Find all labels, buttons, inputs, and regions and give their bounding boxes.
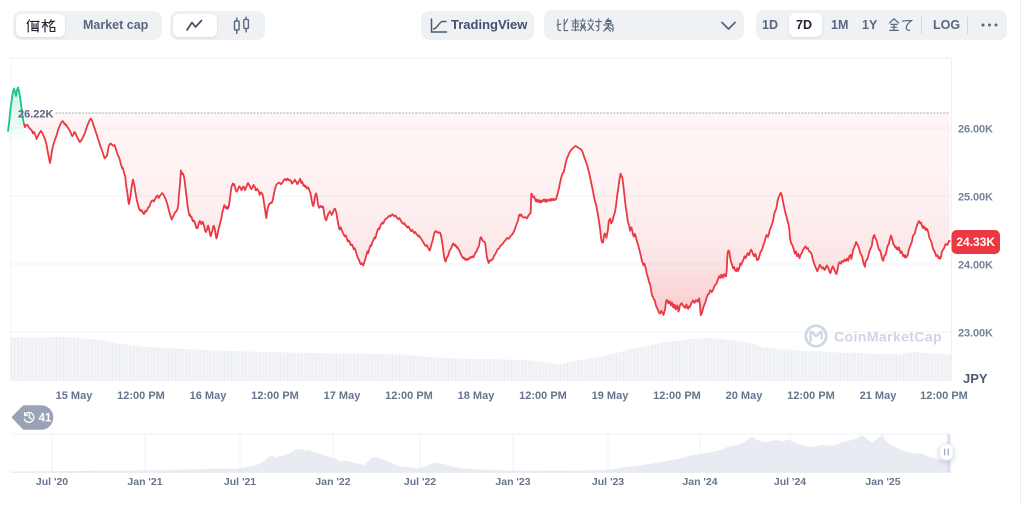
svg-text:24.33K: 24.33K: [956, 235, 995, 249]
svg-text:12:00 PM: 12:00 PM: [920, 390, 968, 402]
svg-text:16 May: 16 May: [190, 390, 228, 402]
svg-text:12:00 PM: 12:00 PM: [117, 390, 165, 402]
svg-text:15 May: 15 May: [56, 390, 94, 402]
svg-text:Jan '21: Jan '21: [127, 476, 162, 488]
svg-text:Jan '22: Jan '22: [315, 476, 350, 488]
svg-text:17 May: 17 May: [324, 390, 362, 402]
svg-text:41: 41: [39, 413, 52, 425]
svg-text:26.00K: 26.00K: [958, 124, 993, 136]
svg-text:Jul '20: Jul '20: [36, 476, 68, 488]
svg-text:19 May: 19 May: [592, 390, 630, 402]
svg-text:24.00K: 24.00K: [958, 260, 993, 272]
svg-text:Jul '23: Jul '23: [592, 476, 624, 488]
svg-text:JPY: JPY: [963, 371, 988, 386]
svg-text:23.00K: 23.00K: [958, 328, 993, 340]
svg-text:21 May: 21 May: [860, 390, 898, 402]
svg-text:12:00 PM: 12:00 PM: [385, 390, 433, 402]
svg-text:Jul '22: Jul '22: [404, 476, 436, 488]
svg-text:12:00 PM: 12:00 PM: [653, 390, 701, 402]
svg-text:12:00 PM: 12:00 PM: [519, 390, 567, 402]
svg-text:Jan '23: Jan '23: [495, 476, 530, 488]
svg-text:26.22K: 26.22K: [18, 109, 54, 121]
svg-text:Jul '24: Jul '24: [774, 476, 806, 488]
svg-text:12:00 PM: 12:00 PM: [251, 390, 299, 402]
svg-text:Jan '25: Jan '25: [865, 476, 900, 488]
svg-text:18 May: 18 May: [458, 390, 496, 402]
svg-text:Jul '21: Jul '21: [224, 476, 256, 488]
svg-text:12:00 PM: 12:00 PM: [787, 390, 835, 402]
svg-text:20 May: 20 May: [726, 390, 764, 402]
svg-text:CoinMarketCap: CoinMarketCap: [834, 330, 942, 346]
svg-text:Jan '24: Jan '24: [682, 476, 717, 488]
svg-text:25.00K: 25.00K: [958, 192, 993, 204]
